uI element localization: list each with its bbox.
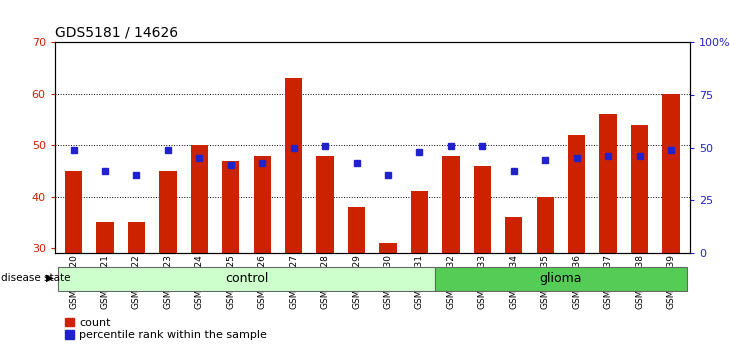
Bar: [442, 155, 460, 253]
Bar: [128, 222, 145, 253]
Bar: [58, 267, 435, 291]
Bar: [435, 267, 687, 291]
Bar: [159, 171, 177, 253]
Bar: [662, 94, 680, 253]
Text: glioma: glioma: [539, 272, 583, 285]
Text: GDS5181 / 14626: GDS5181 / 14626: [55, 26, 178, 40]
Text: disease state: disease state: [1, 273, 70, 283]
Bar: [505, 217, 523, 253]
Bar: [474, 166, 491, 253]
Bar: [537, 196, 554, 253]
Bar: [253, 155, 271, 253]
Bar: [631, 125, 648, 253]
Bar: [191, 145, 208, 253]
Bar: [317, 155, 334, 253]
Text: ▶: ▶: [46, 273, 53, 283]
Text: control: control: [225, 272, 268, 285]
Bar: [599, 114, 617, 253]
Bar: [380, 243, 396, 253]
Bar: [96, 222, 114, 253]
Legend: count, percentile rank within the sample: count, percentile rank within the sample: [61, 314, 272, 345]
Bar: [65, 171, 82, 253]
Bar: [285, 79, 302, 253]
Bar: [222, 161, 239, 253]
Bar: [348, 207, 365, 253]
Bar: [568, 135, 585, 253]
Bar: [411, 192, 428, 253]
